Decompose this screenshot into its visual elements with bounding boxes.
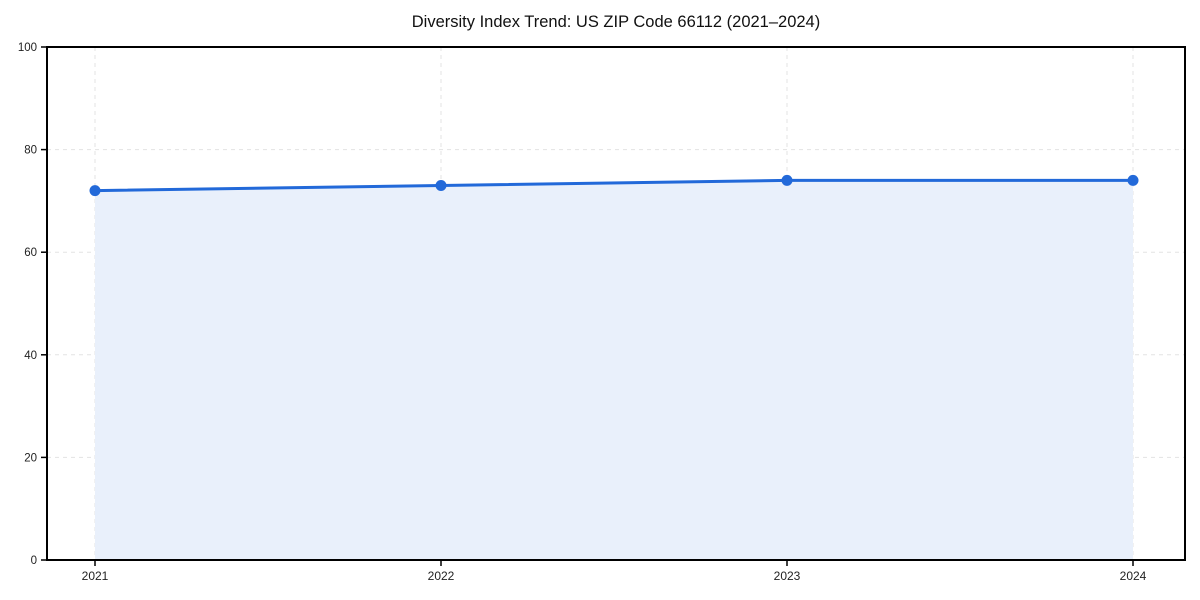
data-point-marker: [781, 174, 793, 186]
chart-title: Diversity Index Trend: US ZIP Code 66112…: [411, 13, 821, 31]
x-tick-label: 2024: [1120, 569, 1147, 583]
data-point-marker: [1127, 174, 1139, 186]
y-tick-label: 40: [24, 350, 37, 362]
data-point-marker: [89, 185, 101, 197]
data-point-marker: [435, 180, 447, 192]
y-tick-label: 80: [24, 145, 37, 157]
trend-line: [93, 178, 1135, 193]
y-tick-label: 0: [31, 555, 37, 567]
area-fill: [95, 180, 1133, 560]
plot-border: [46, 46, 1186, 561]
y-tick-label: 20: [24, 452, 37, 464]
y-tick-label: 60: [24, 247, 37, 259]
x-tick-label: 2022: [428, 569, 455, 583]
x-tick-label: 2023: [774, 569, 801, 583]
x-tick-label: 2021: [82, 569, 109, 583]
y-tick-label: 100: [18, 42, 37, 54]
